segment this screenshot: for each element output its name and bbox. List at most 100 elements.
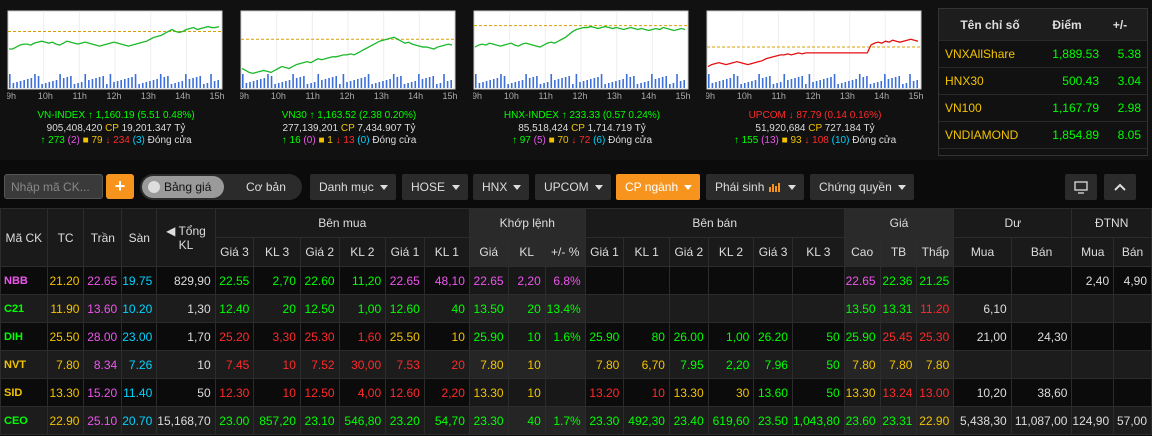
menu-hnx[interactable]: HNX — [473, 174, 529, 200]
menu-upcom[interactable]: UPCOM — [535, 174, 611, 200]
col-sub-header[interactable]: KL 3 — [253, 237, 301, 267]
col-sub-header[interactable]: Giá 3 — [214, 237, 255, 267]
collapse-button[interactable] — [1104, 174, 1136, 200]
col-sub-header[interactable]: Bán — [1010, 237, 1073, 267]
index-summary-row[interactable]: VN100 1,167.79 2.98 — [939, 95, 1147, 122]
col-ref[interactable]: TC — [46, 208, 85, 267]
volume-bar — [195, 77, 198, 88]
col-sub-header[interactable]: KL — [507, 237, 546, 267]
col-sub-header[interactable]: KL 3 — [791, 237, 845, 267]
cell: 12.60 — [385, 294, 425, 323]
cell: 1,00 — [338, 294, 387, 323]
price-board-table: Mã CK TC Trần Sàn ◀ Tổng KL Bên mua Khớp… — [0, 208, 1152, 435]
col-ceiling[interactable]: Trần — [83, 208, 123, 267]
cell: 20.70 — [121, 406, 158, 435]
col-total-volume[interactable]: ◀ Tổng KL — [156, 208, 216, 267]
col-sub-header[interactable]: KL 1 — [423, 237, 470, 267]
monitor-button[interactable] — [1065, 174, 1097, 200]
table-row[interactable]: CEO 22.90 25.10 20.70 15,168,70 23.00 857,20 23… — [0, 406, 1152, 435]
col-sub-header[interactable]: Thấp — [916, 237, 955, 267]
volume-bar — [213, 81, 216, 88]
volume-bar — [414, 81, 417, 88]
menu-watchlist[interactable]: Danh mục — [310, 174, 396, 200]
volume-bar — [640, 83, 642, 88]
toggle-basic[interactable]: Cơ bản — [246, 180, 286, 194]
menu-derivatives[interactable]: Phái sinh — [706, 174, 804, 200]
cell: 23.60 — [843, 406, 881, 435]
col-sub-header[interactable]: TB — [879, 237, 918, 267]
time-label: 12h — [106, 91, 121, 101]
volume-bar — [382, 81, 384, 88]
cell: 25.50 — [385, 322, 425, 351]
stock-symbol[interactable]: C21 — [0, 294, 48, 323]
volume-bar — [95, 78, 97, 88]
index-card[interactable]: 9h 10h 11h 12h 13h 14h 15h VN30 ↑ 1,163.52 (2.… — [240, 10, 458, 160]
cell: 7.96 — [753, 350, 793, 379]
stock-search-input[interactable] — [4, 174, 103, 199]
table-row[interactable]: NVT 7.80 8.34 7.26 10 7.45 10 7.52 30,00 7.53 20 7.… — [0, 350, 1152, 379]
index-summary-row[interactable]: VNDIAMOND 1,854.89 8.05 — [939, 122, 1147, 149]
table-row[interactable]: NBB 21.20 22.65 19.75 829,90 22.55 2,70 22.60 11… — [0, 266, 1152, 295]
volume-bar — [188, 79, 191, 88]
cell: 2,40 — [1071, 266, 1115, 295]
volume-bar — [80, 82, 83, 88]
cell — [668, 294, 709, 323]
table-row[interactable]: SID 13.30 15.20 11.40 50 12.30 10 12.50 4,00 12.6… — [0, 378, 1152, 407]
col-symbol[interactable]: Mã CK — [0, 208, 48, 267]
toggle-price-board[interactable]: Bảng giá — [142, 176, 224, 198]
cell: 13.30 — [46, 378, 85, 407]
cell: 23.20 — [385, 406, 425, 435]
volume-bar — [52, 81, 54, 88]
stock-symbol[interactable]: NVT — [0, 350, 48, 379]
volume-bar — [618, 80, 621, 88]
index-card[interactable]: 9h 10h 11h 12h 13h 14h 15h VN-INDEX ↑ 1,160.19… — [7, 10, 225, 160]
volume-bar — [887, 79, 890, 88]
col-sub-header[interactable]: Mua — [953, 237, 1012, 267]
col-sub-header[interactable]: KL 2 — [338, 237, 387, 267]
col-sub-header[interactable]: Giá 3 — [753, 237, 793, 267]
time-label: 14h — [874, 91, 889, 101]
stock-symbol[interactable]: NBB — [0, 266, 48, 295]
col-sub-header[interactable]: KL 2 — [707, 237, 755, 267]
volume-bar — [604, 84, 606, 88]
stock-symbol[interactable]: DIH — [0, 322, 48, 351]
menu-hose[interactable]: HOSE — [402, 174, 468, 200]
col-floor[interactable]: Sàn — [121, 208, 158, 267]
col-sub-header[interactable]: +/- % — [544, 237, 586, 267]
index-summary-row[interactable]: HNX30 500.43 3.04 — [939, 68, 1147, 95]
volume-bar — [554, 80, 556, 88]
table-row[interactable]: DIH 25.50 28.00 23.00 1,70 25.20 3,30 25.30 1,60… — [0, 322, 1152, 351]
cell: 24,30 — [1010, 322, 1073, 351]
volume-bar — [106, 84, 108, 88]
col-sub-header[interactable]: Cao — [843, 237, 881, 267]
volume-bar — [633, 76, 635, 88]
col-sub-header[interactable]: KL 1 — [623, 237, 670, 267]
col-sub-header[interactable]: Giá 2 — [668, 237, 709, 267]
col-sub-header[interactable]: Giá 1 — [385, 237, 425, 267]
time-label: 12h — [572, 91, 587, 101]
index-summary-row[interactable]: VNXAllShare 1,889.53 5.38 — [939, 41, 1147, 68]
view-toggle[interactable]: Bảng giá Cơ bản — [140, 174, 302, 200]
stock-symbol[interactable]: SID — [0, 378, 48, 407]
index-card[interactable]: 9h 10h 11h 12h 13h 14h 15h UPCOM ↓ 87.79 (0.14… — [706, 10, 924, 160]
menu-warrants[interactable]: Chứng quyền — [810, 174, 914, 200]
index-card[interactable]: 9h 10h 11h 12h 13h 14h 15h HNX-INDEX ↑ 233.33 … — [473, 10, 691, 160]
col-sub-header[interactable]: Bán — [1113, 237, 1152, 267]
cell: 25.20 — [214, 322, 255, 351]
time-label: 14h — [641, 91, 656, 101]
col-sub-header[interactable]: Giá 2 — [299, 237, 340, 267]
col-sub-header[interactable]: Giá — [468, 237, 509, 267]
col-sub-header[interactable]: Giá 1 — [584, 237, 625, 267]
table-row[interactable]: C21 11.90 13.60 10.20 1,30 12.40 20 12.50 1,00 12… — [0, 294, 1152, 323]
stock-symbol[interactable]: CEO — [0, 406, 48, 435]
market-overview: 9h 10h 11h 12h 13h 14h 15h VN-INDEX ↑ 1,160.19… — [0, 0, 1152, 160]
add-stock-button[interactable]: + — [106, 174, 134, 199]
index-name: HNX-INDEX ↑ 233.33 (0.57 0.24%) — [503, 110, 661, 121]
col-sub-header[interactable]: Mua — [1071, 237, 1115, 267]
volume-bar — [206, 83, 209, 88]
volume-bar — [102, 76, 105, 88]
menu-industry[interactable]: CP ngành — [616, 174, 700, 200]
cell: 13.24 — [879, 378, 918, 407]
volume-bar — [277, 83, 280, 88]
volume-bar — [367, 74, 370, 88]
